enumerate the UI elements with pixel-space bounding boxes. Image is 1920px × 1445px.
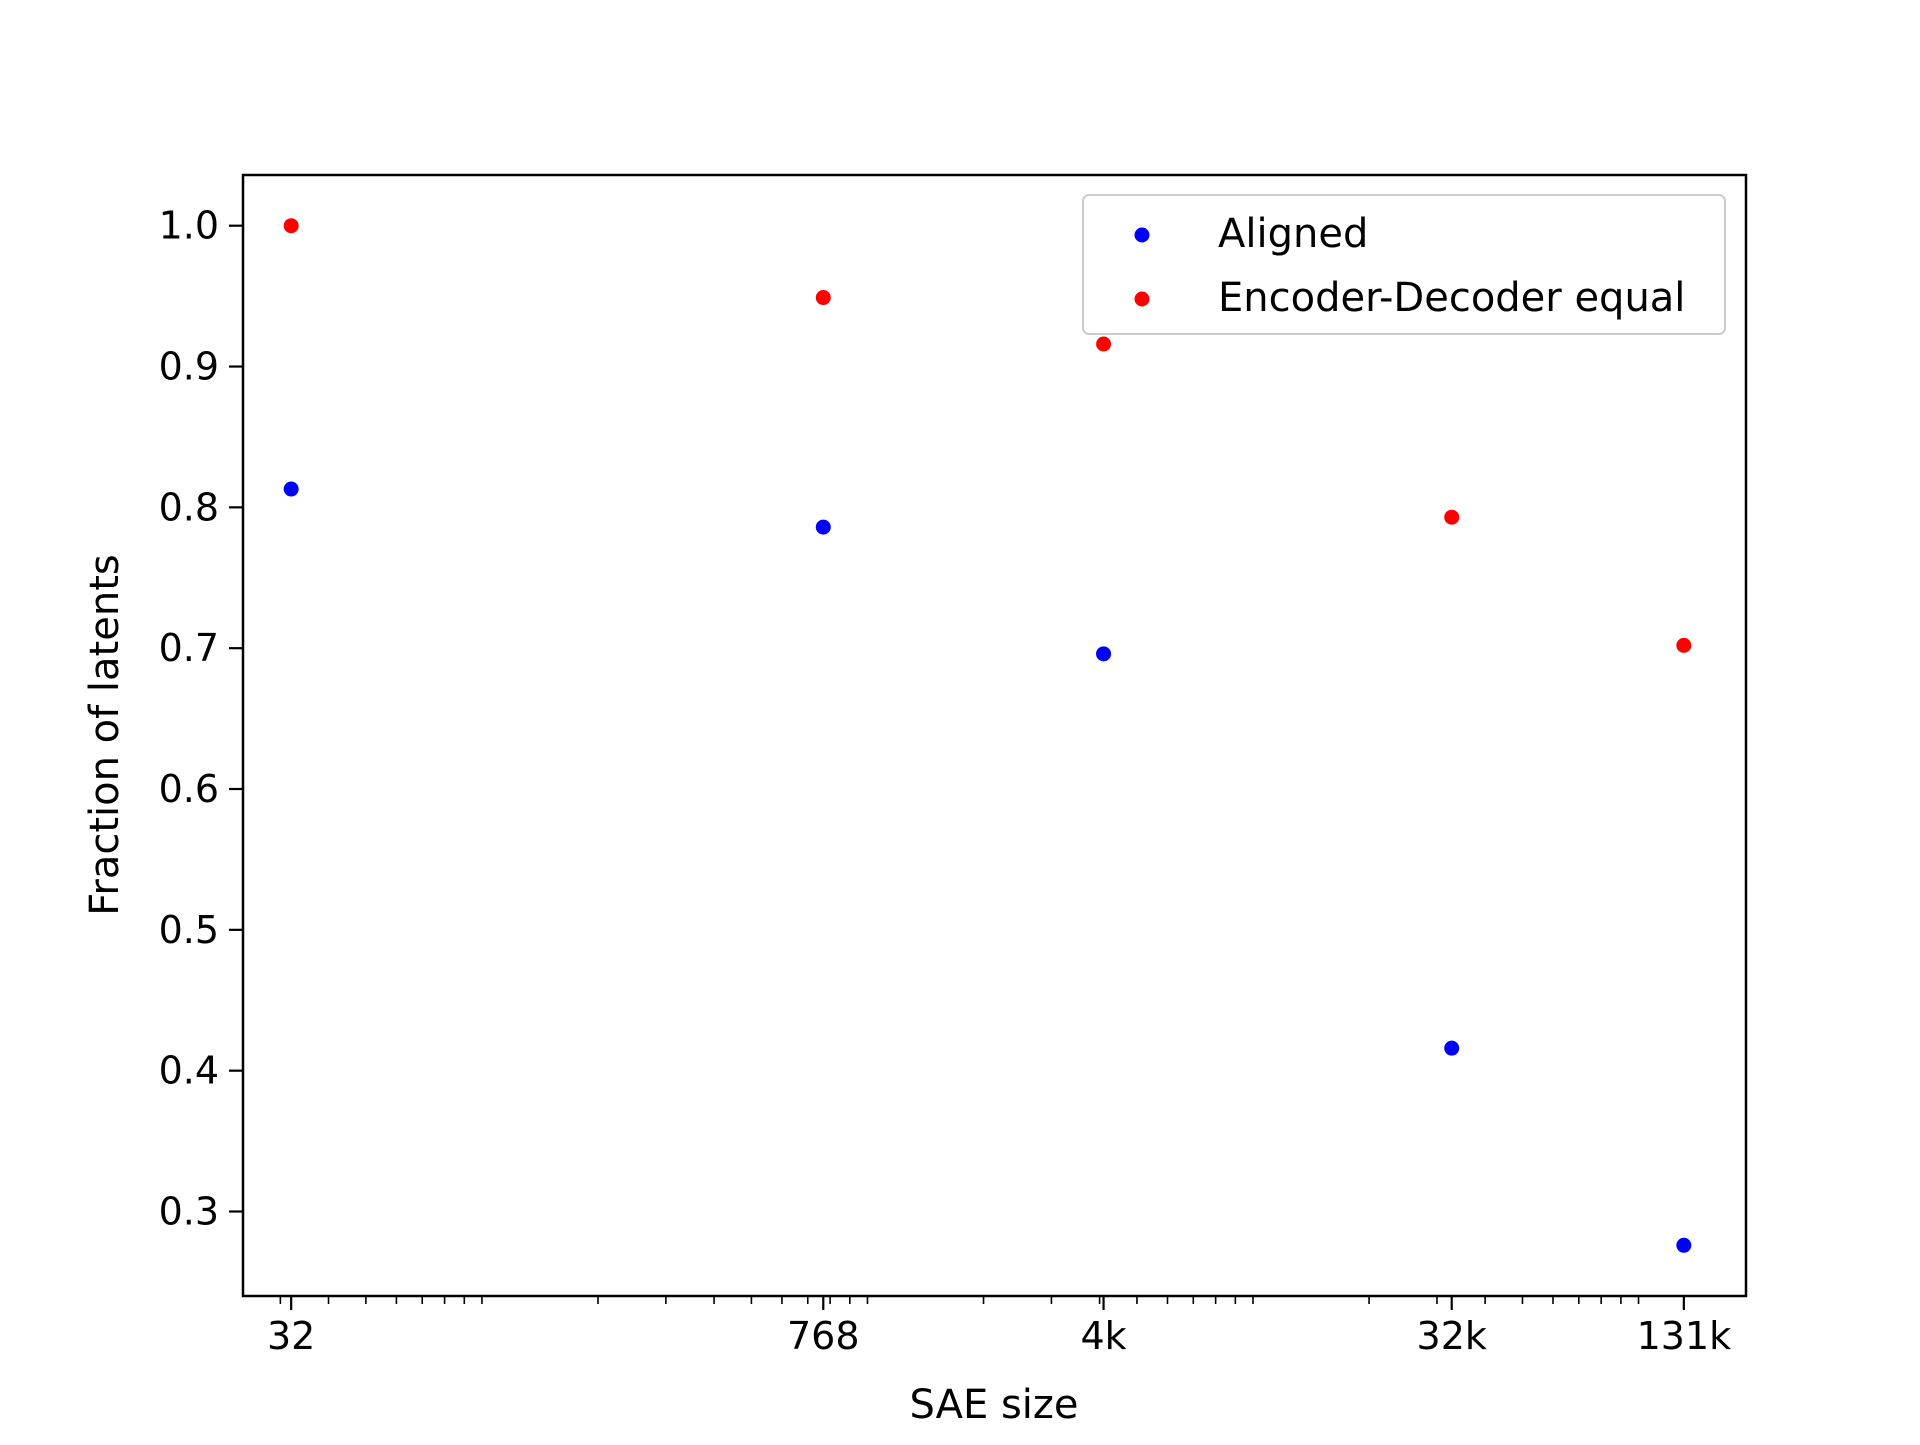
data-point <box>1096 646 1112 662</box>
y-tick-label: 0.4 <box>159 1049 219 1093</box>
y-tick-label: 0.6 <box>159 767 219 811</box>
x-tick-label: 768 <box>787 1314 860 1358</box>
legend-entry-label: Encoder-Decoder equal <box>1218 275 1685 321</box>
data-point <box>283 218 299 234</box>
legend-marker <box>1134 227 1150 243</box>
x-tick-label: 32k <box>1417 1314 1487 1358</box>
legend-frame <box>1082 194 1726 335</box>
data-point <box>1096 336 1112 352</box>
x-tick-label: 32 <box>267 1314 315 1358</box>
y-tick-label: 0.9 <box>159 345 219 389</box>
data-points <box>283 218 1692 1253</box>
legend-marker <box>1134 291 1150 307</box>
plot-area-frame <box>241 173 1748 1298</box>
y-tick-label: 0.3 <box>159 1190 219 1234</box>
x-tick-label: 131k <box>1637 1314 1732 1358</box>
y-axis-label: Fraction of latents <box>82 554 128 915</box>
data-point <box>1676 1237 1692 1253</box>
data-point <box>1444 509 1460 525</box>
data-point <box>283 481 299 497</box>
x-axis-label: SAE size <box>909 1382 1078 1428</box>
y-tick-label: 0.8 <box>159 485 219 529</box>
y-tick-label: 0.7 <box>159 626 219 670</box>
data-point <box>1676 637 1692 653</box>
legend: Aligned Encoder-Decoder equal <box>1082 194 1726 335</box>
data-point <box>815 290 831 306</box>
y-tick-label: 1.0 <box>159 204 219 248</box>
legend-entry-label: Aligned <box>1218 211 1368 257</box>
y-tick-label: 0.5 <box>159 908 219 952</box>
axis-ticks: 32 768 4k 32k 131k 0.3 0.4 0.5 0.6 0.7 0.8 0.9 1.0 <box>159 204 1732 1358</box>
data-point <box>815 519 831 535</box>
x-tick-label: 4k <box>1080 1314 1126 1358</box>
data-point <box>1444 1040 1460 1056</box>
